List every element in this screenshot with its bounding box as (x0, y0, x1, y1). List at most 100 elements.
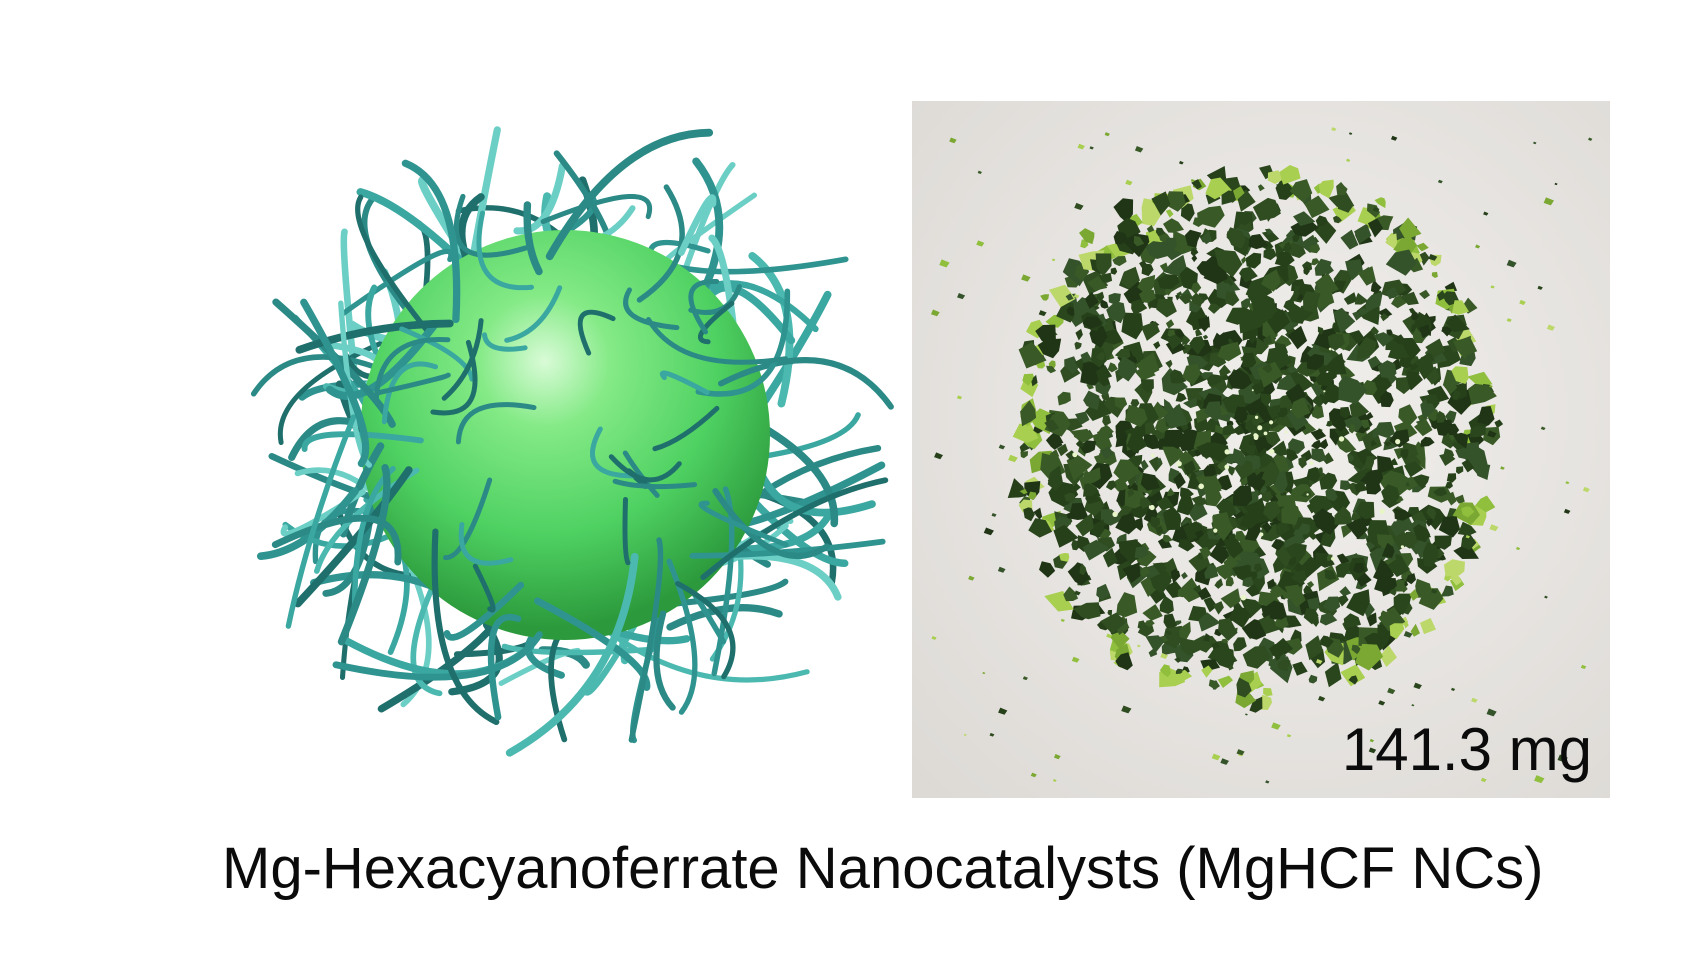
polymer-strand (608, 454, 682, 483)
powder-flake (991, 512, 997, 517)
powder-flake (1313, 221, 1337, 244)
powder-flake (1139, 260, 1148, 269)
powder-flake (1099, 446, 1114, 460)
powder-flake (1380, 645, 1397, 667)
powder-flake (1325, 486, 1338, 502)
powder-flake (989, 732, 995, 737)
powder-flake (1431, 588, 1438, 594)
powder-flake (1500, 466, 1505, 470)
powder-flake (1084, 291, 1099, 309)
powder-flake (1335, 562, 1353, 578)
powder-flake (1143, 433, 1163, 450)
powder-flake (1175, 668, 1183, 674)
powder-flake (949, 137, 957, 144)
powder-flake (1286, 448, 1299, 462)
powder-flake (1446, 473, 1457, 483)
powder-flake (1309, 244, 1321, 254)
powder-flake (1220, 588, 1241, 609)
powder-flake (1201, 665, 1213, 678)
powder-flake (976, 240, 985, 247)
powder-glint (1269, 420, 1274, 425)
powder-flake (1073, 602, 1101, 620)
powder-flake (1269, 404, 1281, 414)
powder-flake (1274, 250, 1295, 267)
powder-flake (956, 395, 963, 400)
powder-flake (930, 309, 940, 317)
powder-flake (1263, 687, 1273, 697)
powder-flake (1467, 371, 1493, 387)
powder-glint (1395, 439, 1401, 445)
powder-flake (1431, 271, 1438, 278)
powder-flake (1285, 383, 1307, 406)
powder-flake (1141, 321, 1160, 341)
powder-flake (1245, 252, 1262, 269)
powder-flake (1218, 618, 1238, 641)
powder-flake (1327, 333, 1345, 351)
polymer-strand (482, 332, 528, 352)
powder-flake (1444, 559, 1465, 577)
powder-flake (1348, 675, 1358, 685)
powder-flake (1390, 458, 1398, 466)
powder-flake (1245, 234, 1269, 250)
powder-flake (1280, 495, 1287, 503)
powder-flake (1112, 256, 1127, 267)
powder-flake (1461, 506, 1475, 518)
powder-flake (1239, 597, 1264, 619)
powder-flake (1582, 486, 1590, 493)
powder-flake (1196, 399, 1204, 406)
powder-flake (1303, 291, 1321, 314)
powder-flake (1155, 525, 1164, 535)
green-powder-icon (912, 101, 1610, 798)
powder-flake (1389, 623, 1405, 640)
powder-flake (1451, 366, 1469, 384)
powder-flake (1245, 713, 1248, 716)
powder-glint (1072, 452, 1078, 458)
powder-flake (1209, 544, 1229, 565)
powder-flake (1367, 218, 1384, 238)
powder-flake (1217, 461, 1227, 472)
powder-flake (1480, 777, 1487, 783)
powder-flake (1370, 439, 1377, 447)
powder-flake (1373, 421, 1396, 438)
powder-flake (1075, 411, 1090, 425)
powder-flake (1113, 198, 1134, 223)
powder-glint (1284, 430, 1288, 434)
powder-flake (1254, 563, 1263, 573)
powder-glint (1379, 508, 1385, 514)
powder-flake (1040, 294, 1050, 301)
powder-flake (1374, 197, 1386, 209)
powder-flake (1263, 334, 1273, 345)
powder-flake (1083, 390, 1100, 411)
powder-flake (1165, 209, 1174, 218)
powder-flake (1310, 429, 1327, 441)
powder-flake (1320, 528, 1336, 548)
powder-flake (1395, 377, 1410, 395)
powder-flake (1075, 440, 1085, 448)
powder-flake (1020, 451, 1029, 459)
powder-flake (1228, 533, 1238, 545)
powder-flake (1104, 132, 1110, 137)
polymer-strand (589, 426, 638, 479)
powder-flake (1409, 307, 1417, 314)
powder-flake (1390, 521, 1407, 537)
powder-flake (1311, 395, 1324, 408)
powder-flake (1408, 363, 1419, 371)
powder-flake (1228, 606, 1251, 629)
powder-flake (1045, 314, 1065, 328)
powder-flake (1326, 420, 1333, 427)
powder-flake (1285, 543, 1307, 564)
powder-flake (1170, 568, 1179, 578)
powder-flake (1340, 229, 1359, 250)
powder-flake (1439, 452, 1456, 466)
powder-flake (1059, 553, 1070, 562)
powder-flake (1418, 588, 1444, 610)
powder-flake (1242, 221, 1253, 233)
powder-flake (1126, 454, 1138, 469)
powder-flake (1453, 542, 1479, 559)
powder-flake (1275, 521, 1290, 536)
powder-flake (1409, 589, 1419, 601)
powder-flake (1336, 594, 1349, 607)
powder-flake (1385, 286, 1399, 300)
powder-flake (1385, 249, 1417, 276)
powder-flake (1274, 342, 1288, 359)
